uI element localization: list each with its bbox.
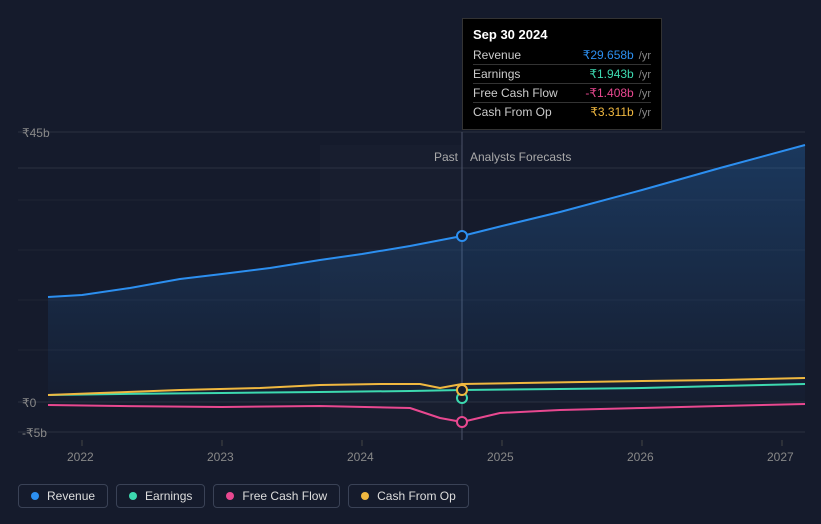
legend-label: Earnings [145,489,192,503]
tooltip-row: Revenue ₹29.658b /yr [473,46,651,65]
chart-legend: Revenue Earnings Free Cash Flow Cash From O… [18,484,469,508]
legend-item-earnings[interactable]: Earnings [116,484,205,508]
x-axis-label: 2026 [627,450,654,464]
legend-item-revenue[interactable]: Revenue [18,484,108,508]
tooltip-date: Sep 30 2024 [473,27,651,42]
x-axis-label: 2025 [487,450,514,464]
legend-dot [31,492,39,500]
legend-label: Revenue [47,489,95,503]
tooltip-row-value: ₹3.311b /yr [590,105,651,119]
tooltip-row-label: Revenue [473,48,521,62]
legend-item-free-cash-flow[interactable]: Free Cash Flow [213,484,340,508]
legend-label: Cash From Op [377,489,456,503]
cfo-marker [457,385,467,395]
fcf-marker [457,417,467,427]
legend-item-cash-from-op[interactable]: Cash From Op [348,484,469,508]
tooltip-row-label: Cash From Op [473,105,552,119]
forecast-label: Analysts Forecasts [470,150,571,164]
revenue-marker [457,231,467,241]
legend-dot [361,492,369,500]
x-axis-label: 2023 [207,450,234,464]
tooltip-row-value: ₹29.658b /yr [583,48,651,62]
x-axis-label: 2022 [67,450,94,464]
legend-dot [226,492,234,500]
y-axis-label: ₹45b [22,126,50,140]
legend-dot [129,492,137,500]
tooltip-row: Cash From Op ₹3.311b /yr [473,103,651,121]
tooltip-row-label: Free Cash Flow [473,86,558,100]
chart-tooltip: Sep 30 2024 Revenue ₹29.658b /yr Earnings ₹… [462,18,662,130]
x-axis-label: 2027 [767,450,794,464]
tooltip-row-label: Earnings [473,67,520,81]
chart-svg [0,0,821,470]
tooltip-row-value: ₹1.943b /yr [589,67,651,81]
tooltip-row-value: -₹1.408b /yr [585,86,651,100]
y-axis-label: -₹5b [22,426,47,440]
past-label: Past [434,150,458,164]
x-axis-label: 2024 [347,450,374,464]
y-axis-label: ₹0 [22,396,36,410]
tooltip-row: Earnings ₹1.943b /yr [473,65,651,84]
legend-label: Free Cash Flow [242,489,327,503]
tooltip-row: Free Cash Flow -₹1.408b /yr [473,84,651,103]
